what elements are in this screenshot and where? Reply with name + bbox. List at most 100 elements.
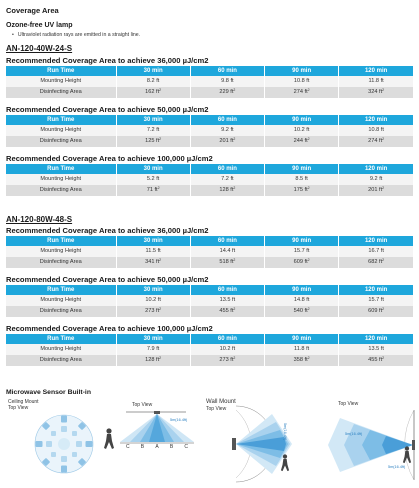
coverage-table: Run Time 30 min 60 min 90 min 120 min Mountin… xyxy=(6,164,413,196)
unit-superscript: 2 xyxy=(233,356,236,360)
cell-value: 201 ft xyxy=(368,187,383,193)
unit-superscript: 2 xyxy=(307,258,310,262)
column-header: 60 min xyxy=(190,285,266,295)
zone-letter: C xyxy=(184,444,188,450)
row-label: Mounting Height xyxy=(6,295,117,306)
lamp-note: Ultraviolet radiation rays are emitted i… xyxy=(12,32,140,38)
table-cell: 175 ft2 xyxy=(264,185,340,196)
cell-value: 341 ft xyxy=(145,259,160,265)
table-cell: 7.2 ft xyxy=(116,125,191,136)
range-label-right: 5m(16.4ft) xyxy=(345,432,363,436)
cell-value: 9.2 ft xyxy=(369,176,383,182)
column-header: 30 min xyxy=(116,334,191,344)
right-top-view-label: Top View xyxy=(338,401,359,407)
table-cell: 15.7 ft xyxy=(264,246,340,257)
cell-value: 128 ft xyxy=(219,187,234,193)
column-header: 90 min xyxy=(264,334,340,344)
table-row: Disinfecting Area 341 ft2 518 ft2 609 ft2 68… xyxy=(6,257,413,268)
table-cell: 274 ft2 xyxy=(264,87,340,98)
table-cell: 125 ft2 xyxy=(116,136,191,147)
cell-value: 8.5 ft xyxy=(295,176,308,182)
column-header: Run Time xyxy=(6,164,117,174)
model-title: AN-120-80W-48-S xyxy=(6,215,73,224)
table-cell: 11.8 ft xyxy=(338,76,413,87)
cell-value: 609 ft xyxy=(293,259,308,265)
table-cell: 9.8 ft xyxy=(190,76,266,87)
range-label-bottom: 5m(16.4ft) xyxy=(388,465,406,469)
unit-superscript: 2 xyxy=(159,258,162,262)
table-row: Disinfecting Area 128 ft2 273 ft2 358 ft2 45… xyxy=(6,355,413,366)
cell-value: 8.2 ft xyxy=(146,78,160,84)
cell-value: 125 ft xyxy=(145,138,160,144)
column-header: 90 min xyxy=(264,285,340,295)
cell-value: 13.5 ft xyxy=(368,346,384,352)
table-cell: 15.7 ft xyxy=(338,295,413,306)
range-label-side: 5m(16.4ft) xyxy=(170,418,188,422)
cell-value: 11.8 ft xyxy=(368,78,384,84)
cell-value: 11.5 ft xyxy=(145,248,161,254)
cell-value: 201 ft xyxy=(219,138,234,144)
unit-superscript: 2 xyxy=(233,307,236,311)
table-cell: 10.2 ft xyxy=(190,344,266,355)
unit-superscript: 2 xyxy=(233,137,236,141)
column-header: 30 min xyxy=(116,66,191,76)
row-label: Mounting Height xyxy=(6,76,117,87)
table-cell: 128 ft2 xyxy=(116,355,191,366)
cell-value: 455 ft xyxy=(219,308,234,314)
row-label: Mounting Height xyxy=(6,246,117,257)
cell-value: 5.2 ft xyxy=(146,176,160,182)
table-cell: 682 ft2 xyxy=(338,257,413,268)
unit-superscript: 2 xyxy=(382,307,385,311)
zone-letters: C B A B C xyxy=(126,444,188,450)
cell-value: 274 ft xyxy=(368,138,383,144)
table-cell: 324 ft2 xyxy=(338,87,413,98)
side-top-view-label: Top View xyxy=(132,402,153,408)
table-cell: 274 ft2 xyxy=(338,136,413,147)
table-row: Disinfecting Area 125 ft2 201 ft2 244 ft2 27… xyxy=(6,136,413,147)
table-cell: 540 ft2 xyxy=(264,306,340,317)
column-header: 120 min xyxy=(338,115,413,125)
column-header: 30 min xyxy=(116,115,191,125)
cell-value: 10.8 ft xyxy=(368,127,384,133)
cell-value: 273 ft xyxy=(219,357,234,363)
unit-superscript: 2 xyxy=(233,88,236,92)
row-label: Mounting Height xyxy=(6,344,117,355)
table-cell: 10.2 ft xyxy=(264,125,340,136)
table-cell: 201 ft2 xyxy=(190,136,266,147)
table-cell: 518 ft2 xyxy=(190,257,266,268)
person-icon xyxy=(104,428,114,449)
microwave-title: Microwave Sensor Built-in xyxy=(6,389,91,396)
table-cell: 5.2 ft xyxy=(116,174,191,185)
side-wall-diagram xyxy=(328,409,415,481)
cell-value: 609 ft xyxy=(368,308,383,314)
cell-value: 274 ft xyxy=(293,89,308,95)
unit-superscript: 2 xyxy=(159,137,162,141)
cell-value: 14.4 ft xyxy=(219,248,236,254)
wall-mount-diagram xyxy=(232,405,292,483)
column-header: 90 min xyxy=(264,236,340,246)
table-cell: 71 ft2 xyxy=(116,185,191,196)
column-header: Run Time xyxy=(6,236,117,246)
cell-value: 71 ft xyxy=(146,187,158,193)
cell-value: 455 ft xyxy=(368,357,383,363)
table-row: Mounting Height 11.5 ft 14.4 ft 15.7 ft 16.7… xyxy=(6,246,413,257)
table-row: Mounting Height 7.9 ft 10.2 ft 11.8 ft 13.5 … xyxy=(6,344,413,355)
cell-value: 11.8 ft xyxy=(294,346,310,352)
cell-value: 682 ft xyxy=(368,259,383,265)
column-header: 90 min xyxy=(264,115,340,125)
unit-superscript: 2 xyxy=(307,186,310,190)
table-cell: 10.8 ft xyxy=(264,76,340,87)
person-icon-right xyxy=(402,446,412,464)
zone-letter: C xyxy=(126,444,130,450)
unit-superscript: 2 xyxy=(307,356,310,360)
cell-value: 128 ft xyxy=(145,357,160,363)
cell-value: 7.2 ft xyxy=(146,127,160,133)
range-label-wall: 5m(16.4ft) xyxy=(283,423,287,441)
column-header: 120 min xyxy=(338,164,413,174)
coverage-table: Run Time 30 min 60 min 90 min 120 min Mountin… xyxy=(6,285,413,317)
table-cell: 11.8 ft xyxy=(264,344,340,355)
cell-value: 9.8 ft xyxy=(221,78,234,84)
unit-superscript: 2 xyxy=(159,88,162,92)
row-label: Disinfecting Area xyxy=(6,87,117,98)
column-header: 60 min xyxy=(190,66,266,76)
